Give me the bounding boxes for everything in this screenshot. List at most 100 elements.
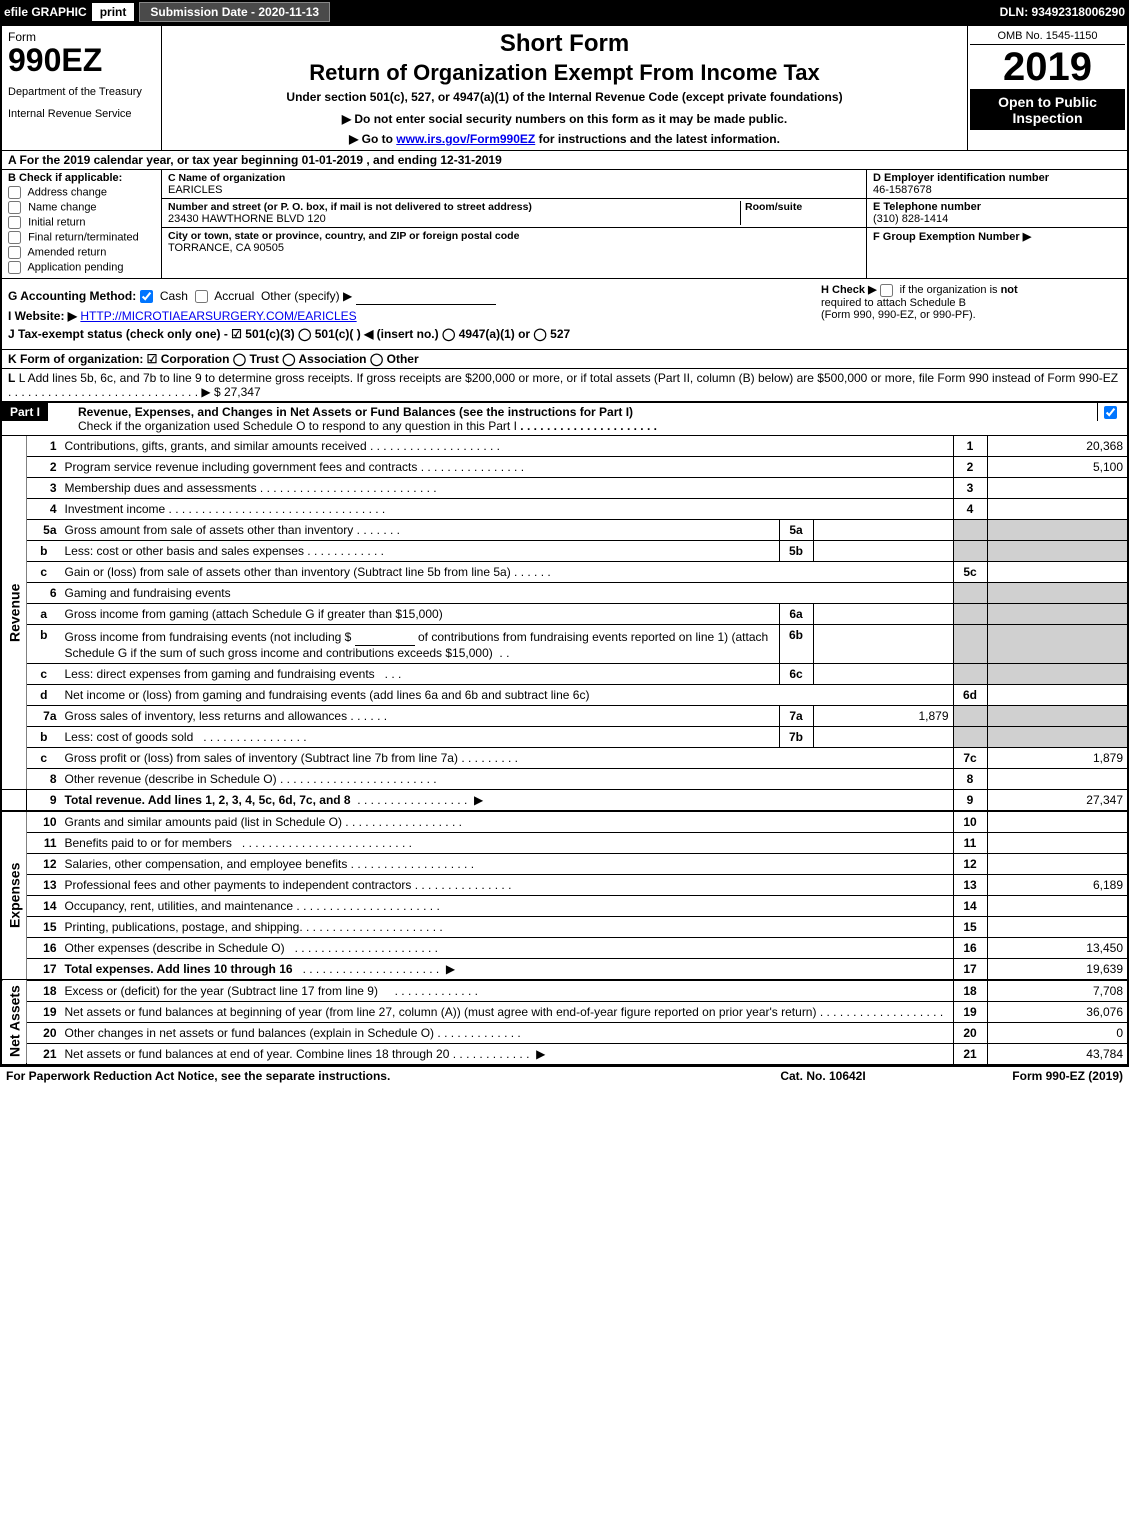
- l6b-iv: [813, 625, 953, 664]
- l7c-val: 1,879: [987, 748, 1127, 769]
- l12-num: 12: [27, 854, 61, 875]
- part1-title: Revenue, Expenses, and Changes in Net As…: [78, 405, 633, 419]
- l17-desc: Total expenses. Add lines 10 through 16: [65, 962, 293, 976]
- part1-check-text: Check if the organization used Schedule …: [78, 419, 517, 433]
- gh-block: G Accounting Method: Cash Accrual Other …: [2, 279, 1127, 350]
- l3-num: 3: [27, 478, 61, 499]
- chk-schedule-b[interactable]: [880, 284, 893, 297]
- l15-num: 15: [27, 917, 61, 938]
- print-button[interactable]: print: [91, 2, 136, 22]
- l16-rn: 16: [953, 938, 987, 959]
- l9-num: 9: [27, 790, 61, 812]
- chk-name-change[interactable]: Name change: [8, 201, 155, 214]
- city-value: TORRANCE, CA 90505: [168, 242, 860, 254]
- l20-val: 0: [987, 1023, 1127, 1044]
- row-a-period: A For the 2019 calendar year, or tax yea…: [2, 151, 1127, 170]
- efile-label: efile GRAPHIC: [4, 5, 87, 19]
- l13-desc: Professional fees and other payments to …: [65, 878, 412, 892]
- l8-desc: Other revenue (describe in Schedule O): [65, 772, 277, 786]
- org-name-value: EARICLES: [168, 184, 860, 196]
- header-right: OMB No. 1545-1150 2019 Open to Public In…: [967, 26, 1127, 150]
- chk-accrual[interactable]: [195, 290, 208, 303]
- l9-desc: Total revenue. Add lines 1, 2, 3, 4, 5c,…: [65, 793, 351, 807]
- chk-address-change[interactable]: Address change: [8, 186, 155, 199]
- l17-num: 17: [27, 959, 61, 981]
- short-form-title: Short Form: [170, 30, 959, 58]
- l16-num: 16: [27, 938, 61, 959]
- l20-rn: 20: [953, 1023, 987, 1044]
- l5b-num: b: [27, 541, 61, 562]
- ssn-warning: ▶ Do not enter social security numbers o…: [170, 112, 959, 126]
- l4-rn: 4: [953, 499, 987, 520]
- website-link[interactable]: HTTP://MICROTIAEARSURGERY.COM/EARICLES: [80, 309, 356, 323]
- l1-rn: 1: [953, 436, 987, 457]
- l4-val: [987, 499, 1127, 520]
- l2-val: 5,100: [987, 457, 1127, 478]
- tax-year: 2019: [970, 45, 1125, 90]
- dept-label: Department of the Treasury: [8, 86, 155, 98]
- chk-final-return[interactable]: Final return/terminated: [8, 231, 155, 244]
- l12-desc: Salaries, other compensation, and employ…: [65, 857, 348, 871]
- chk-cash[interactable]: [140, 290, 153, 303]
- l8-val: [987, 769, 1127, 790]
- l5a-in: 5a: [779, 520, 813, 541]
- l7b-in: 7b: [779, 727, 813, 748]
- l19-val: 36,076: [987, 1002, 1127, 1023]
- org-name-label: C Name of organization: [168, 172, 860, 184]
- l6c-in: 6c: [779, 664, 813, 685]
- l6d-rn: 6d: [953, 685, 987, 706]
- l13-rn: 13: [953, 875, 987, 896]
- l6a-in: 6a: [779, 604, 813, 625]
- l2-num: 2: [27, 457, 61, 478]
- chk-amended-return[interactable]: Amended return: [8, 246, 155, 259]
- submission-date: Submission Date - 2020-11-13: [139, 2, 330, 22]
- l10-val: [987, 811, 1127, 833]
- col-c-org-info: C Name of organization EARICLES Number a…: [162, 170, 867, 278]
- l18-num: 18: [27, 980, 61, 1002]
- l7c-desc: Gross profit or (loss) from sales of inv…: [65, 751, 458, 765]
- col-b-checkboxes: B Check if applicable: Address change Na…: [2, 170, 162, 278]
- ein-value: 46-1587678: [873, 184, 1121, 196]
- l14-desc: Occupancy, rent, utilities, and maintena…: [65, 899, 294, 913]
- l5c-rn: 5c: [953, 562, 987, 583]
- l-gross-receipts: L L Add lines 5b, 6c, and 7b to line 9 t…: [2, 369, 1127, 402]
- footer-mid: Cat. No. 10642I: [723, 1069, 923, 1083]
- l7b-desc: Less: cost of goods sold: [65, 730, 194, 744]
- chk-initial-return[interactable]: Initial return: [8, 216, 155, 229]
- other-method-input[interactable]: [356, 287, 496, 305]
- h-schedule-b: H Check ▶ if the organization is not req…: [821, 283, 1121, 345]
- l6a-iv: [813, 604, 953, 625]
- street-label: Number and street (or P. O. box, if mail…: [168, 201, 740, 213]
- open-inspection: Open to Public Inspection: [970, 90, 1125, 130]
- l16-desc: Other expenses (describe in Schedule O): [65, 941, 285, 955]
- phone-label: E Telephone number: [873, 201, 1121, 213]
- city-label: City or town, state or province, country…: [168, 230, 860, 242]
- l10-num: 10: [27, 811, 61, 833]
- g-accounting: G Accounting Method: Cash Accrual Other …: [8, 287, 821, 305]
- l6b-amount-input[interactable]: [355, 628, 415, 646]
- l5c-val: [987, 562, 1127, 583]
- l7a-iv: 1,879: [813, 706, 953, 727]
- l8-num: 8: [27, 769, 61, 790]
- subtitle: Under section 501(c), 527, or 4947(a)(1)…: [170, 90, 959, 104]
- l5a-num: 5a: [27, 520, 61, 541]
- l9-val: 27,347: [987, 790, 1127, 812]
- l15-rn: 15: [953, 917, 987, 938]
- goto-link[interactable]: www.irs.gov/Form990EZ: [396, 132, 535, 146]
- l17-rn: 17: [953, 959, 987, 981]
- chk-application-pending[interactable]: Application pending: [8, 261, 155, 274]
- l1-desc: Contributions, gifts, grants, and simila…: [65, 439, 367, 453]
- l4-num: 4: [27, 499, 61, 520]
- chk-part1-schedule-o[interactable]: [1104, 406, 1117, 419]
- l11-desc: Benefits paid to or for members: [65, 836, 232, 850]
- col-d-ids: D Employer identification number 46-1587…: [867, 170, 1127, 278]
- l6d-num: d: [27, 685, 61, 706]
- l6b-desc1: Gross income from fundraising events (no…: [65, 630, 352, 644]
- l3-val: [987, 478, 1127, 499]
- part1-tab: Part I: [2, 403, 48, 421]
- l6a-desc: Gross income from gaming (attach Schedul…: [65, 607, 443, 621]
- l18-val: 7,708: [987, 980, 1127, 1002]
- l12-val: [987, 854, 1127, 875]
- j-tax-status: J Tax-exempt status (check only one) - ☑…: [8, 327, 821, 341]
- irs-label: Internal Revenue Service: [8, 108, 155, 120]
